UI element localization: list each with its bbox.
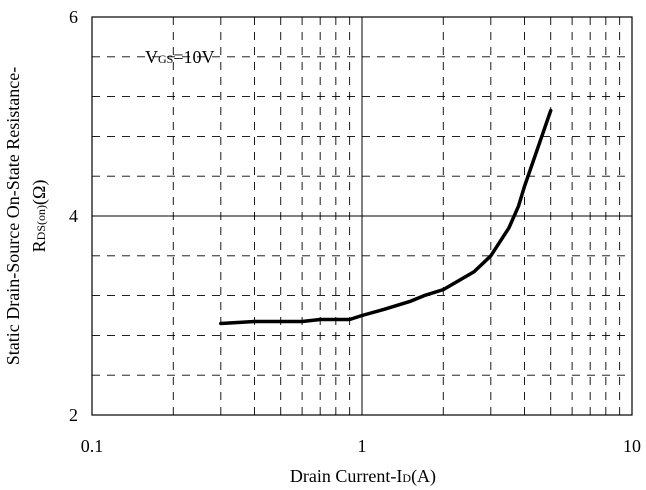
x-label-tail: (A) (411, 466, 436, 487)
y-tick-label: 2 (69, 405, 78, 425)
grid (92, 17, 632, 415)
series (219, 108, 553, 326)
x-axis-label: Drain Current-ID(A) (290, 466, 436, 487)
x-tick-label: 10 (623, 436, 641, 456)
x-label-main: Drain Current-I (290, 466, 402, 486)
tick-labels: 0.1 1 10 2 4 6 (69, 7, 641, 456)
y-label-main: R (29, 240, 49, 252)
annotation-tail: =10V (173, 47, 214, 67)
y-label-sub: DS(on) (34, 205, 48, 240)
series-line (219, 108, 553, 326)
y-label-tail: (Ω) (29, 180, 50, 205)
x-tick-label: 1 (358, 436, 367, 456)
x-label-sub: D (402, 471, 411, 485)
vgs-annotation: VGS=10V (145, 47, 215, 67)
annotation-main: V (145, 47, 158, 67)
y-tick-label: 6 (69, 7, 78, 27)
y-axis-label-line1: Static Drain-Source On-State Resistance- (3, 67, 23, 365)
y-axis-label-line2: RDS(on)(Ω) (29, 180, 50, 253)
plot-frame (91, 16, 633, 416)
y-tick-label: 4 (69, 206, 78, 226)
annotation-sub: GS (158, 52, 173, 66)
x-tick-label: 0.1 (81, 436, 104, 456)
